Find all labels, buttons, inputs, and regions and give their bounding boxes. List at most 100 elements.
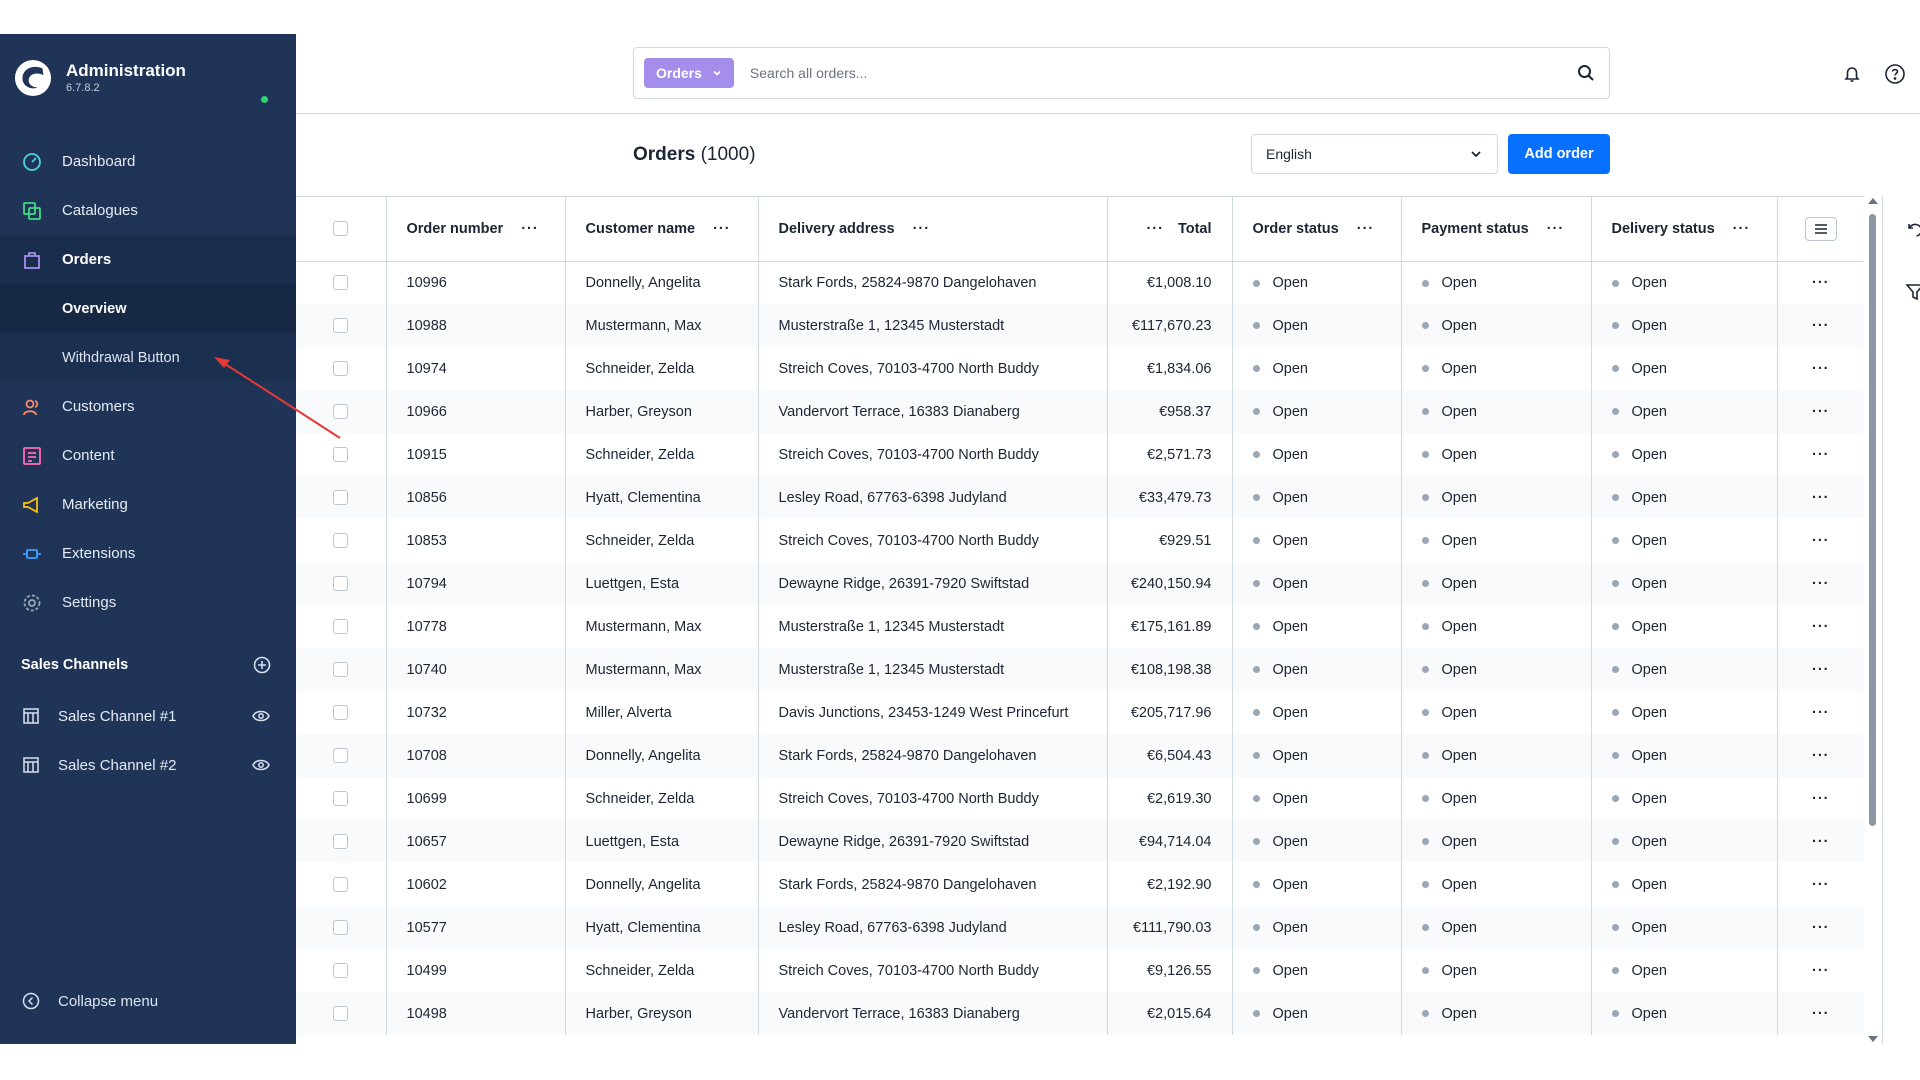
table-row[interactable]: 10996 Donnelly, Angelita Stark Fords, 2582…	[296, 261, 1864, 304]
search-icon[interactable]	[1573, 60, 1599, 86]
row-checkbox[interactable]	[333, 963, 349, 979]
table-row[interactable]: 10657 Luettgen, Esta Dewayne Ridge, 26391-…	[296, 820, 1864, 863]
sidebar-item-dashboard[interactable]: Dashboard	[0, 137, 296, 186]
row-checkbox[interactable]	[333, 490, 349, 506]
row-checkbox[interactable]	[333, 576, 349, 592]
row-checkbox[interactable]	[333, 318, 349, 334]
sidebar-item-content[interactable]: Content	[0, 431, 296, 480]
table-row[interactable]: 10974 Schneider, Zelda Streich Coves, 7010…	[296, 347, 1864, 390]
order-number-cell[interactable]: 10996	[386, 261, 566, 304]
row-checkbox[interactable]	[333, 662, 349, 678]
table-row[interactable]: 10498 Harber, Greyson Vandervort Terrace, …	[296, 992, 1864, 1035]
table-row[interactable]: 10853 Schneider, Zelda Streich Coves, 7010…	[296, 519, 1864, 562]
row-checkbox[interactable]	[333, 877, 349, 893]
sidebar-item-customers[interactable]: Customers	[0, 382, 296, 431]
sidebar-item-extensions[interactable]: Extensions	[0, 529, 296, 578]
collapse-menu-button[interactable]: Collapse menu	[22, 992, 158, 1010]
table-row[interactable]: 10856 Hyatt, Clementina Lesley Road, 67763…	[296, 476, 1864, 519]
row-actions-icon[interactable]: ···	[1777, 390, 1864, 433]
row-checkbox[interactable]	[333, 619, 349, 635]
table-row[interactable]: 10699 Schneider, Zelda Streich Coves, 7010…	[296, 777, 1864, 820]
table-row[interactable]: 10732 Miller, Alverta Davis Junctions, 234…	[296, 691, 1864, 734]
column-menu-icon[interactable]: ···	[521, 220, 539, 237]
column-menu-icon[interactable]: ···	[1732, 220, 1751, 237]
row-checkbox[interactable]	[333, 791, 349, 807]
row-actions-icon[interactable]: ···	[1777, 906, 1864, 949]
row-checkbox[interactable]	[333, 404, 349, 420]
sales-channel-item-2[interactable]: Sales Channel #2	[20, 750, 270, 780]
add-sales-channel-icon[interactable]	[253, 656, 271, 674]
order-number-cell[interactable]: 10856	[386, 476, 566, 519]
notification-bell-icon[interactable]	[1840, 62, 1864, 86]
row-actions-icon[interactable]: ···	[1812, 962, 1830, 979]
sidebar-item-catalogues[interactable]: Catalogues	[0, 186, 296, 235]
row-actions-icon[interactable]: ···	[1812, 790, 1830, 807]
column-menu-icon[interactable]: ···	[713, 220, 731, 237]
table-row[interactable]: 10988 Mustermann, Max Musterstraße 1, 1234…	[296, 304, 1864, 347]
order-number-cell[interactable]: 10602	[386, 863, 566, 906]
column-header-delivery-status[interactable]: Delivery status ···	[1591, 197, 1778, 262]
sidebar-item-settings[interactable]: Settings	[0, 578, 296, 627]
order-number-cell[interactable]: 10915	[386, 433, 566, 476]
row-actions-icon[interactable]: ···	[1777, 648, 1864, 691]
sales-channel-item-1[interactable]: Sales Channel #1	[20, 701, 270, 731]
order-number-cell[interactable]: 10740	[386, 648, 566, 691]
column-menu-icon[interactable]: ···	[1356, 220, 1375, 237]
filter-icon[interactable]	[1905, 282, 1920, 302]
sidebar-subitem-withdrawal-button[interactable]: Withdrawal Button	[0, 333, 296, 382]
row-checkbox[interactable]	[333, 834, 349, 850]
refresh-icon[interactable]	[1905, 220, 1920, 240]
row-checkbox[interactable]	[333, 1006, 349, 1022]
order-number-cell[interactable]: 10732	[386, 691, 566, 734]
table-row[interactable]: 10794 Luettgen, Esta Dewayne Ridge, 26391-…	[296, 562, 1864, 605]
row-actions-icon[interactable]: ···	[1777, 734, 1864, 777]
row-checkbox[interactable]	[333, 705, 349, 721]
table-row[interactable]: 10778 Mustermann, Max Musterstraße 1, 1234…	[296, 605, 1864, 648]
row-checkbox[interactable]	[333, 447, 349, 463]
row-actions-icon[interactable]: ···	[1777, 476, 1864, 519]
help-icon[interactable]	[1883, 62, 1907, 86]
column-header-payment-status[interactable]: Payment status ···	[1401, 197, 1592, 262]
row-checkbox[interactable]	[333, 361, 349, 377]
row-actions-icon[interactable]: ···	[1812, 876, 1830, 893]
scroll-down-arrow-icon[interactable]	[1868, 1036, 1878, 1042]
row-actions-icon[interactable]: ···	[1812, 274, 1830, 291]
scroll-up-arrow-icon[interactable]	[1868, 198, 1878, 204]
order-number-cell[interactable]: 10657	[386, 820, 566, 863]
row-actions-icon[interactable]: ···	[1812, 360, 1830, 377]
scrollbar-thumb[interactable]	[1869, 214, 1876, 826]
order-number-cell[interactable]: 10498	[386, 992, 566, 1035]
table-row[interactable]: 10740 Mustermann, Max Musterstraße 1, 1234…	[296, 648, 1864, 691]
row-actions-icon[interactable]: ···	[1777, 820, 1864, 863]
order-number-cell[interactable]: 10794	[386, 562, 566, 605]
column-header-delivery-address[interactable]: Delivery address ···	[758, 197, 1108, 262]
order-number-cell[interactable]: 10708	[386, 734, 566, 777]
search-input[interactable]	[749, 65, 1573, 81]
row-actions-icon[interactable]: ···	[1777, 992, 1864, 1035]
sidebar-subitem-overview[interactable]: Overview	[0, 284, 296, 333]
row-checkbox[interactable]	[333, 748, 349, 764]
column-header-order-status[interactable]: Order status ···	[1232, 197, 1402, 262]
sidebar-item-orders[interactable]: Orders	[0, 235, 296, 284]
order-number-cell[interactable]: 10499	[386, 949, 566, 992]
search-type-selector[interactable]: Orders	[644, 58, 734, 88]
column-menu-icon[interactable]: ···	[1546, 220, 1565, 237]
sidebar-item-marketing[interactable]: Marketing	[0, 480, 296, 529]
row-actions-icon[interactable]: ···	[1812, 704, 1830, 721]
row-checkbox[interactable]	[333, 920, 349, 936]
select-all-checkbox[interactable]	[333, 221, 349, 237]
vertical-scrollbar[interactable]	[1864, 196, 1882, 1044]
row-actions-icon[interactable]: ···	[1812, 446, 1830, 463]
order-number-cell[interactable]: 10853	[386, 519, 566, 562]
order-number-cell[interactable]: 10988	[386, 304, 566, 347]
column-settings-button[interactable]	[1804, 216, 1837, 241]
column-header-total[interactable]: ··· Total	[1107, 197, 1233, 262]
table-row[interactable]: 10708 Donnelly, Angelita Stark Fords, 2582…	[296, 734, 1864, 777]
order-number-cell[interactable]: 10577	[386, 906, 566, 949]
add-order-button[interactable]: Add order	[1508, 134, 1610, 174]
column-header-customer-name[interactable]: Customer name ···	[565, 197, 759, 262]
column-header-order-number[interactable]: Order number ···	[386, 197, 566, 262]
order-number-cell[interactable]: 10699	[386, 777, 566, 820]
order-number-cell[interactable]: 10966	[386, 390, 566, 433]
row-actions-icon[interactable]: ···	[1812, 618, 1830, 635]
